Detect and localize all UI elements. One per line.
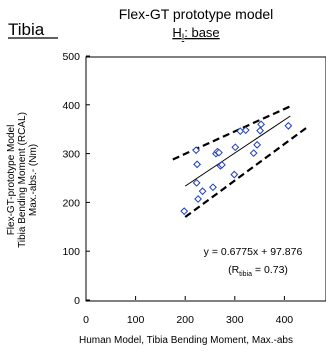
- x-tick-label: 100: [127, 314, 145, 326]
- y-tick-label: 300: [62, 149, 80, 161]
- data-point: [257, 120, 265, 129]
- data-point: [194, 195, 203, 203]
- y-axis-label-line-2: Tibia Bending Moment (RCAL): [17, 112, 28, 248]
- x-tick-label: 400: [276, 314, 294, 326]
- axis-ticks: 010020030040050001002003004005: [62, 51, 294, 326]
- data-point: [230, 170, 239, 179]
- data-point: [241, 126, 250, 135]
- data-point: [198, 187, 207, 196]
- r-suffix: = 0.73): [252, 264, 288, 276]
- chart-subtitle: HI: base: [172, 25, 219, 42]
- plot-frame: [85, 56, 326, 302]
- bound-line: [184, 124, 310, 218]
- bound-line: [172, 105, 291, 161]
- r-subscript: tibia: [239, 271, 252, 278]
- x-tick-label: 300: [226, 314, 244, 326]
- subtitle-rest: : base: [184, 25, 219, 40]
- data-point: [192, 178, 201, 187]
- data-point: [231, 143, 240, 152]
- y-axis-label-line-1: Flex-GT-prototype Model: [6, 125, 17, 236]
- y-tick-label: 500: [62, 51, 80, 63]
- y-tick-label: 0: [74, 295, 80, 307]
- y-tick-label: 400: [62, 100, 80, 112]
- data-point: [193, 160, 202, 169]
- y-tick-label: 200: [62, 197, 80, 209]
- data-point: [253, 140, 262, 149]
- panel-label: Tibia: [8, 20, 45, 39]
- fit-equation: y = 0.6775x + 97.876: [204, 246, 303, 258]
- data-point: [192, 146, 201, 155]
- y-axis-label-line-3: Max.-abs.- (Nm): [28, 144, 39, 216]
- fit-line-group: [184, 115, 291, 187]
- subtitle-subscript: I: [182, 32, 185, 42]
- data-point: [180, 207, 189, 216]
- data-point: [284, 121, 293, 130]
- data-point: [217, 160, 226, 169]
- correlation-label: (Rtibia = 0.73): [228, 264, 288, 278]
- x-axis-label: Human Model, Tibia Bending Moment, Max.-…: [79, 335, 293, 346]
- fit-line: [184, 115, 291, 187]
- r-prefix: (R: [228, 264, 239, 276]
- y-tick-label: 100: [62, 246, 80, 258]
- data-point: [209, 183, 217, 192]
- bound-lines: [172, 105, 310, 218]
- data-points: [180, 120, 293, 216]
- x-tick-label: 0: [83, 314, 89, 326]
- subtitle-main: H: [172, 25, 181, 40]
- x-tick-label: 200: [176, 314, 194, 326]
- data-point: [256, 126, 265, 135]
- data-point: [249, 149, 258, 158]
- data-point: [215, 148, 223, 157]
- chart-title: Flex-GT prototype model: [119, 6, 274, 22]
